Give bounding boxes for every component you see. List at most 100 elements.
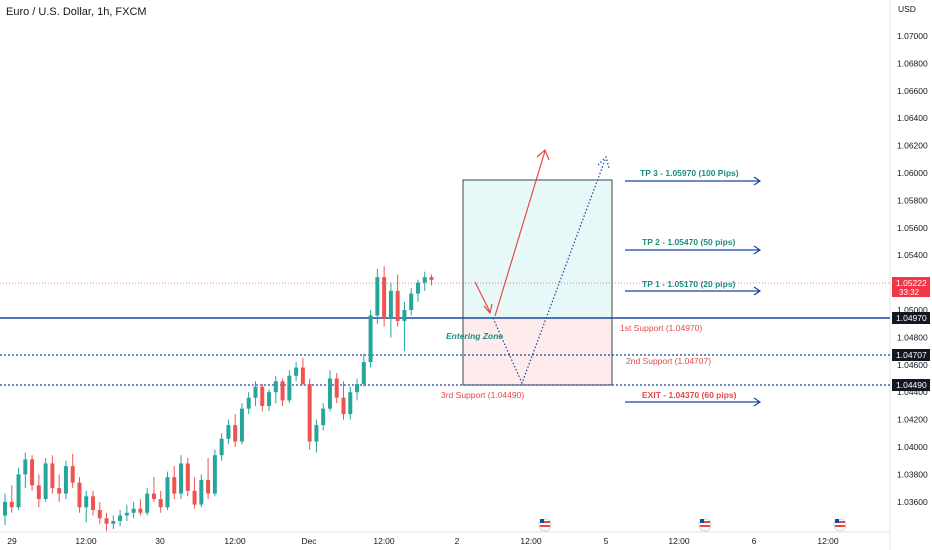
tp2-label: TP 2 - 1.05470 (50 pips) — [642, 237, 736, 247]
price-tick-label: 1.05000 — [897, 305, 928, 315]
svg-text:1.05222: 1.05222 — [896, 278, 927, 288]
candle-body — [151, 493, 156, 500]
exit-annotation[interactable]: EXIT - 1.04370 (60 pips) — [625, 390, 762, 407]
price-tick-label: 1.07000 — [897, 31, 928, 41]
candle-body — [300, 367, 305, 384]
candle-body — [415, 282, 420, 294]
candle-body — [9, 501, 14, 508]
candle-body — [280, 381, 285, 401]
candle-body — [253, 386, 258, 398]
candle-body — [158, 499, 163, 508]
price-tick-label: 1.04200 — [897, 415, 928, 425]
entering-zone-label: Entering Zone — [446, 331, 503, 341]
candle-body — [233, 425, 238, 442]
time-tick-label: 6 — [752, 536, 757, 546]
candle-body — [429, 277, 434, 280]
tp2-annotation[interactable]: TP 2 - 1.05470 (50 pips) — [625, 237, 762, 255]
candle-body — [314, 425, 319, 442]
time-ticks: 29 12:00 30 12:00 Dec 12:00 2 12:00 5 12:00 6 12:00 — [7, 536, 839, 546]
us-flag-icon[interactable] — [833, 518, 847, 532]
candle-body — [246, 397, 251, 409]
time-tick-label: 30 — [155, 536, 165, 546]
arrow-right-icon — [753, 397, 762, 407]
candle-body — [409, 293, 414, 310]
price-tick-label: 1.06400 — [897, 113, 928, 123]
time-tick-label: 12:00 — [224, 536, 246, 546]
price-tick-label: 1.04000 — [897, 442, 928, 452]
candle-body — [77, 482, 82, 508]
price-tick-label: 1.05600 — [897, 223, 928, 233]
candle-body — [84, 496, 89, 508]
candle-body — [124, 512, 129, 516]
candle-body — [273, 381, 278, 393]
svg-text:1.04970: 1.04970 — [896, 313, 927, 323]
profit-zone[interactable] — [463, 180, 612, 318]
currency-label: USD — [898, 4, 916, 14]
candle-body — [348, 392, 353, 415]
price-tick-label: 1.06600 — [897, 86, 928, 96]
time-tick-label: 29 — [7, 536, 17, 546]
support1-label: 1st Support (1.04970) — [620, 323, 702, 333]
candle-body — [131, 508, 136, 513]
time-tick-label: 12:00 — [75, 536, 97, 546]
price-tick-label: 1.06800 — [897, 58, 928, 68]
candle-body — [395, 290, 400, 321]
candle-body — [30, 459, 35, 486]
price-tick-label: 1.04800 — [897, 332, 928, 342]
candle-body — [341, 397, 346, 415]
tp3-annotation[interactable]: TP 3 - 1.05970 (100 Pips) — [625, 168, 762, 186]
svg-text:1.04707: 1.04707 — [896, 350, 927, 360]
tp1-label: TP 1 - 1.05170 (20 pips) — [642, 279, 736, 289]
support3-label: 3rd Support (1.04490) — [441, 390, 524, 400]
candle-body — [97, 510, 102, 519]
us-flag-icon[interactable] — [698, 518, 712, 532]
price-tick-label: 1.06200 — [897, 141, 928, 151]
upside-arrow-head — [536, 148, 550, 161]
candles — [3, 266, 434, 531]
current-price-label: 1.05222 33:32 — [892, 277, 930, 297]
entry-arrow-line — [474, 281, 491, 313]
alternate-path-head — [597, 155, 610, 169]
candle-body — [334, 378, 339, 398]
level-label-3: 1.04490 — [892, 379, 930, 391]
candle-body — [239, 408, 244, 442]
candle-body — [57, 488, 62, 494]
price-tick-label: 1.05800 — [897, 195, 928, 205]
level-label-2: 1.04707 — [892, 349, 930, 361]
alternate-path — [492, 159, 606, 385]
us-flag-icon[interactable] — [538, 518, 552, 532]
arrow-right-icon — [753, 176, 762, 186]
tp3-label: TP 3 - 1.05970 (100 Pips) — [640, 168, 739, 178]
price-tick-label: 1.03600 — [897, 497, 928, 507]
time-tick-label: 12:00 — [373, 536, 395, 546]
candle-body — [321, 408, 326, 426]
price-tick-label: 1.04600 — [897, 360, 928, 370]
candle-body — [138, 508, 143, 513]
candle-body — [355, 383, 360, 393]
upside-arrow-line — [494, 150, 546, 317]
price-tick-label: 1.04400 — [897, 387, 928, 397]
svg-text:1.04490: 1.04490 — [896, 380, 927, 390]
time-tick-label: 12:00 — [668, 536, 690, 546]
arrow-right-icon — [753, 245, 762, 255]
price-tick-label: 1.03800 — [897, 469, 928, 479]
price-tick-label: 1.06000 — [897, 168, 928, 178]
stop-zone[interactable] — [463, 318, 612, 385]
candle-body — [226, 425, 231, 439]
candle-body — [23, 459, 28, 475]
countdown-label: 33:32 — [899, 288, 920, 297]
candle-body — [267, 392, 272, 406]
time-tick-label: 5 — [604, 536, 609, 546]
candle-body — [179, 463, 184, 494]
candle-body — [388, 290, 393, 319]
candle-body — [104, 518, 109, 524]
candle-body — [219, 438, 224, 456]
candle-body — [382, 277, 387, 319]
candle-body — [212, 455, 217, 494]
candle-body — [375, 277, 380, 316]
price-ticks: 1.07000 1.06800 1.06600 1.06400 1.06200 1.060… — [897, 31, 928, 507]
arrow-right-icon — [753, 286, 762, 296]
candle-body — [402, 310, 407, 321]
tp1-annotation[interactable]: TP 1 - 1.05170 (20 pips) — [625, 279, 762, 296]
